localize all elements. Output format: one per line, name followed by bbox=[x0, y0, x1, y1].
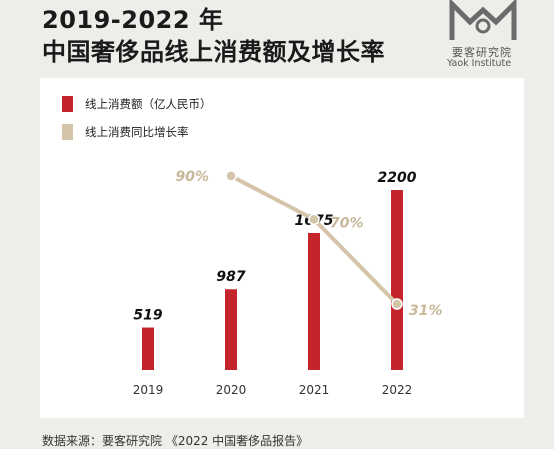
growth-label-2020: 90% bbox=[175, 169, 209, 185]
growth-point-2020 bbox=[225, 170, 237, 182]
x-tick-label-2021: 2021 bbox=[299, 383, 330, 397]
bar-2019 bbox=[142, 327, 154, 370]
legend-item-sales: 线上消费额（亿人民币） bbox=[62, 96, 212, 112]
x-tick-label-2019: 2019 bbox=[133, 383, 164, 397]
bar-2021 bbox=[308, 232, 320, 370]
bar-2020 bbox=[225, 289, 237, 370]
chart-title-line1: 2019-2022 年 bbox=[42, 6, 224, 34]
bar-value-label-2022: 2200 bbox=[378, 170, 417, 186]
chart-plot: 51998716752200201920202021202290%70%31% bbox=[133, 169, 443, 397]
legend-item-growth: 线上消费同比增长率 bbox=[62, 124, 189, 140]
logo-name-cn: 要客研究院 bbox=[452, 46, 512, 59]
bar-value-label-2019: 519 bbox=[133, 308, 162, 324]
legend-label-sales: 线上消费额（亿人民币） bbox=[85, 97, 212, 111]
yaok-logo-icon bbox=[449, 0, 517, 40]
logo-name-en: Yaok Institute bbox=[447, 58, 512, 69]
growth-point-2021 bbox=[308, 213, 320, 226]
growth-label-2022: 31% bbox=[409, 303, 443, 319]
growth-point-2022 bbox=[391, 298, 403, 310]
legend-swatch-line bbox=[62, 124, 73, 140]
chart-title-line2: 中国奢侈品线上消费额及增长率 bbox=[42, 38, 385, 66]
legend-label-growth: 线上消费同比增长率 bbox=[85, 125, 189, 139]
legend-swatch-bar bbox=[62, 96, 73, 112]
growth-label-2021: 70% bbox=[330, 215, 364, 231]
bar-2022 bbox=[391, 190, 403, 370]
bar-value-label-2020: 987 bbox=[216, 269, 245, 285]
chart-panel: 线上消费额（亿人民币） 线上消费同比增长率 519987167522002019… bbox=[40, 78, 524, 418]
x-tick-label-2022: 2022 bbox=[382, 383, 413, 397]
source-note: 数据来源：要客研究院 《2022 中国奢侈品报告》 bbox=[42, 434, 309, 448]
x-tick-label-2020: 2020 bbox=[216, 383, 247, 397]
